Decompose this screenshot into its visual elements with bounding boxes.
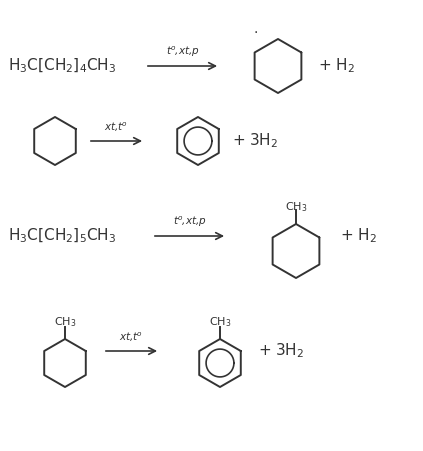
Text: + H$_2$: + H$_2$ — [340, 227, 377, 245]
Text: H$_3$C[CH$_2$]$_5$CH$_3$: H$_3$C[CH$_2$]$_5$CH$_3$ — [8, 227, 116, 245]
Text: t$^o$,xt,p: t$^o$,xt,p — [173, 215, 206, 229]
Text: xt,t$^o$: xt,t$^o$ — [119, 331, 143, 344]
Text: + 3H$_2$: + 3H$_2$ — [258, 342, 304, 360]
Text: CH$_3$: CH$_3$ — [54, 315, 76, 329]
Text: + H$_2$: + H$_2$ — [318, 57, 355, 75]
Text: CH$_3$: CH$_3$ — [209, 315, 231, 329]
Text: t$^o$,xt,p: t$^o$,xt,p — [165, 45, 199, 59]
Text: xt,t$^o$: xt,t$^o$ — [104, 120, 129, 134]
Text: H$_3$C[CH$_2$]$_4$CH$_3$: H$_3$C[CH$_2$]$_4$CH$_3$ — [8, 57, 116, 75]
Text: CH$_3$: CH$_3$ — [285, 200, 307, 214]
Text: ·: · — [254, 26, 258, 40]
Text: + 3H$_2$: + 3H$_2$ — [232, 132, 278, 150]
